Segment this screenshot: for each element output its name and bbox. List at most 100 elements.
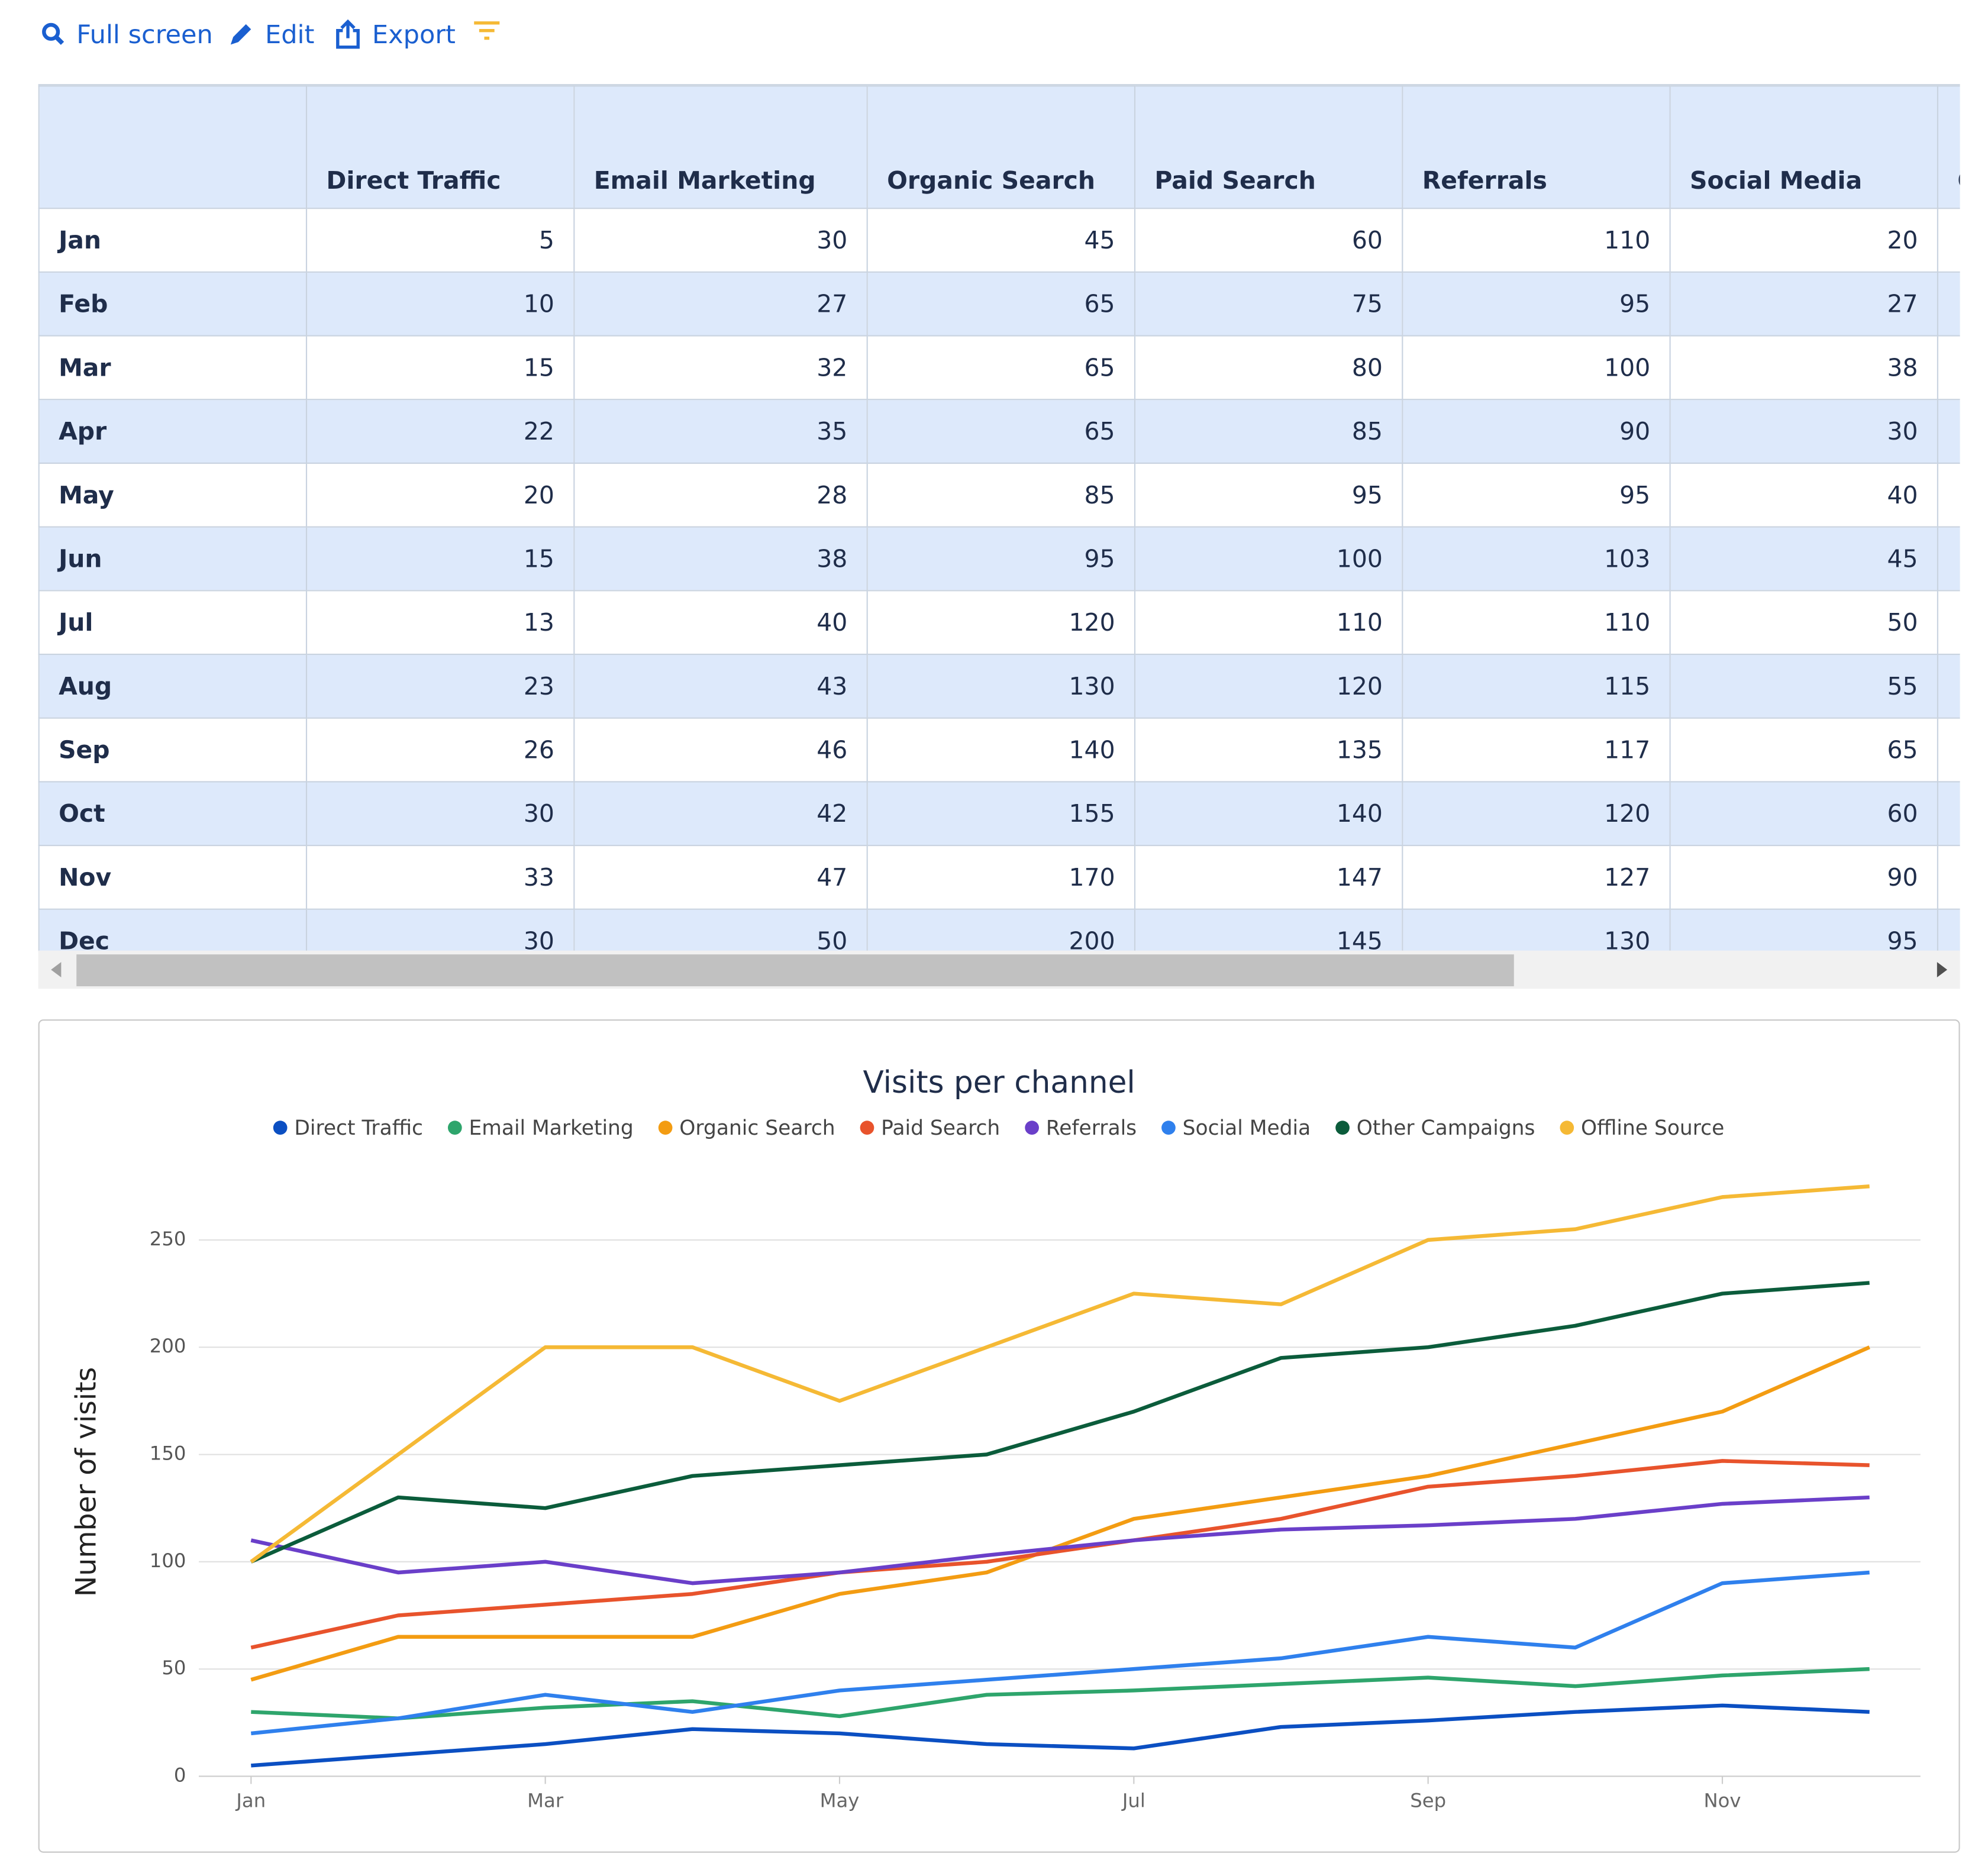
cell: 30 (573, 208, 868, 273)
cell: 42 (573, 781, 868, 847)
table-row: May202885959540145175 (38, 462, 1960, 528)
cell: 95 (866, 526, 1136, 592)
table-row: Nov334717014712790225270 (38, 845, 1960, 910)
cell: 127 (1402, 845, 1671, 910)
cell: 45 (1669, 526, 1939, 592)
series-line (250, 1459, 1870, 1650)
cell: 60 (1134, 208, 1403, 273)
x-tick-label: May (820, 1790, 860, 1812)
cell: 80 (1134, 335, 1403, 401)
column-header: Other Campaigns (1937, 85, 1960, 209)
x-tick-label: Nov (1704, 1790, 1741, 1812)
row-label: Mar (38, 335, 308, 401)
cell: 200 (1937, 717, 1960, 783)
series-line (251, 1667, 1870, 1720)
chart-title: Visits per channel (863, 1065, 1135, 1100)
cell: 33 (305, 845, 575, 910)
row-label: Dec (38, 908, 308, 952)
cell: 30 (1669, 399, 1939, 464)
legend-label: Organic Search (679, 1116, 835, 1140)
cell: 95 (1402, 271, 1671, 337)
y-axis-title: Number of visits (70, 1367, 103, 1597)
edit-button[interactable]: Edit (227, 15, 314, 54)
full-screen-button[interactable]: Full screen (41, 15, 213, 54)
row-label: Nov (38, 845, 308, 910)
row-label: Oct (38, 781, 308, 847)
cell: 140 (866, 717, 1136, 783)
y-tick-label: 200 (150, 1335, 186, 1357)
legend-marker (1161, 1121, 1176, 1135)
cell: 145 (1937, 462, 1960, 528)
cell: 65 (1669, 717, 1939, 783)
cell: 200 (866, 908, 1136, 952)
cell: 23 (305, 653, 575, 719)
cell: 100 (1134, 526, 1403, 592)
export-button[interactable]: Export (334, 15, 456, 54)
cell: 20 (305, 462, 575, 528)
edit-label: Edit (265, 19, 315, 50)
legend-marker (447, 1121, 462, 1135)
series-line (250, 1281, 1870, 1564)
cell: 43 (573, 653, 868, 719)
y-tick-label: 150 (150, 1442, 186, 1465)
corner-cell (38, 85, 308, 209)
cell: 60 (1669, 781, 1939, 847)
cell: 5 (305, 208, 575, 273)
x-tick-label: Mar (527, 1790, 564, 1812)
column-header: Referrals (1402, 85, 1671, 209)
series-line (251, 1703, 1870, 1768)
y-tick-label: 250 (150, 1228, 186, 1250)
legend-marker (860, 1121, 874, 1135)
full-screen-label: Full screen (76, 19, 213, 50)
cell: 147 (1134, 845, 1403, 910)
series-line (250, 1570, 1870, 1736)
table-row: Dec305020014513095230275 (38, 908, 1960, 952)
horizontal-scrollbar[interactable] (38, 950, 1960, 989)
cell: 170 (1937, 590, 1960, 656)
cell: 170 (866, 845, 1136, 910)
cell: 130 (1402, 908, 1671, 952)
table-row: Jan530456011020100100 (38, 208, 1960, 273)
cell: 100 (1937, 208, 1960, 273)
y-tick-label: 50 (162, 1657, 186, 1679)
filter-icon[interactable] (473, 20, 501, 43)
cell: 38 (1669, 335, 1939, 401)
series-line (250, 1345, 1870, 1682)
cell: 145 (1134, 908, 1403, 952)
cell: 110 (1134, 590, 1403, 656)
cell: 230 (1937, 908, 1960, 952)
cell: 32 (573, 335, 868, 401)
cell: 225 (1937, 845, 1960, 910)
legend-label: Paid Search (881, 1116, 1000, 1140)
cell: 40 (573, 590, 868, 656)
cell: 120 (1134, 653, 1403, 719)
row-label: May (38, 462, 308, 528)
cell: 130 (1937, 271, 1960, 337)
series-line (250, 1184, 1870, 1564)
cell: 120 (1402, 781, 1671, 847)
cell: 35 (573, 399, 868, 464)
table-row: Jun15389510010345150200 (38, 526, 1960, 592)
legend-label: Other Campaigns (1357, 1116, 1535, 1140)
column-header: Email Marketing (573, 85, 868, 209)
column-header: Paid Search (1134, 85, 1403, 209)
cell: 40 (1669, 462, 1939, 528)
cell: 85 (866, 462, 1136, 528)
cell: 55 (1669, 653, 1939, 719)
legend-marker (1025, 1121, 1039, 1135)
legend-label: Social Media (1183, 1116, 1311, 1140)
legend-label: Direct Traffic (294, 1116, 423, 1140)
cell: 90 (1402, 399, 1671, 464)
cell: 140 (1937, 399, 1960, 464)
cell: 103 (1402, 526, 1671, 592)
table-row: Aug234313012011555195220 (38, 653, 1960, 719)
cell: 150 (1937, 526, 1960, 592)
table-row: Oct304215514012060210255 (38, 781, 1960, 847)
cell: 100 (1402, 335, 1671, 401)
cell: 27 (1669, 271, 1939, 337)
cell: 65 (866, 335, 1136, 401)
export-label: Export (372, 19, 456, 50)
cell: 117 (1402, 717, 1671, 783)
cell: 45 (866, 208, 1136, 273)
row-label: Aug (38, 653, 308, 719)
